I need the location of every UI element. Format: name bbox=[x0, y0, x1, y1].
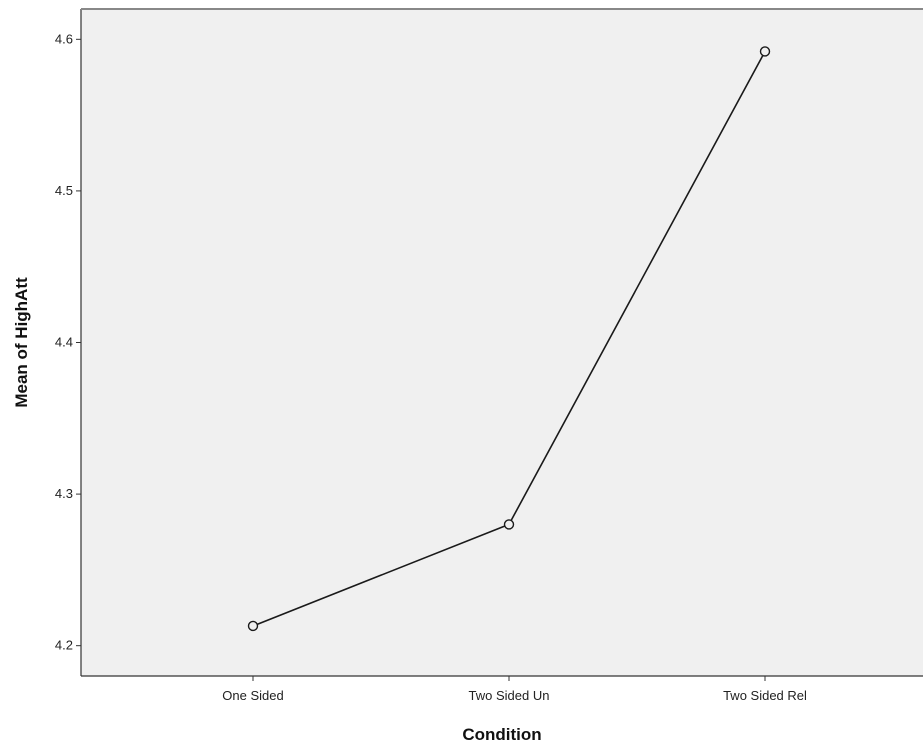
x-tick-label: Two Sided Un bbox=[469, 688, 550, 703]
y-axis-ticks: 4.2 4.3 4.4 4.5 4.6 bbox=[55, 31, 81, 653]
y-tick-label: 4.6 bbox=[55, 31, 73, 46]
y-tick-label: 4.4 bbox=[55, 335, 73, 350]
x-axis-ticks: One Sided Two Sided Un Two Sided Rel bbox=[222, 676, 807, 703]
x-tick-label: One Sided bbox=[222, 688, 283, 703]
x-axis-title: Condition bbox=[462, 725, 541, 744]
y-tick-label: 4.2 bbox=[55, 638, 73, 653]
data-point bbox=[759, 46, 771, 57]
series-layer bbox=[247, 46, 771, 632]
data-point bbox=[247, 620, 259, 632]
y-tick-label: 4.5 bbox=[55, 183, 73, 198]
plot-area bbox=[81, 9, 923, 676]
y-tick-label: 4.3 bbox=[55, 486, 73, 501]
x-tick-label: Two Sided Rel bbox=[723, 688, 807, 703]
data-point bbox=[503, 519, 515, 530]
y-axis-title: Mean of HighAtt bbox=[12, 277, 31, 408]
